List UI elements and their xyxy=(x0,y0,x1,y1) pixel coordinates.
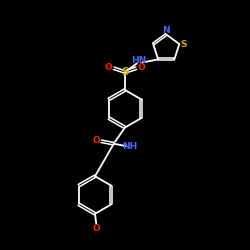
Text: O: O xyxy=(104,63,112,72)
Text: NH: NH xyxy=(122,142,137,151)
Text: S: S xyxy=(121,67,129,77)
Text: N: N xyxy=(162,26,170,35)
Text: O: O xyxy=(138,63,146,72)
Text: O: O xyxy=(92,136,100,145)
Text: O: O xyxy=(92,224,100,233)
Text: HN: HN xyxy=(131,56,146,65)
Text: S: S xyxy=(180,40,187,48)
